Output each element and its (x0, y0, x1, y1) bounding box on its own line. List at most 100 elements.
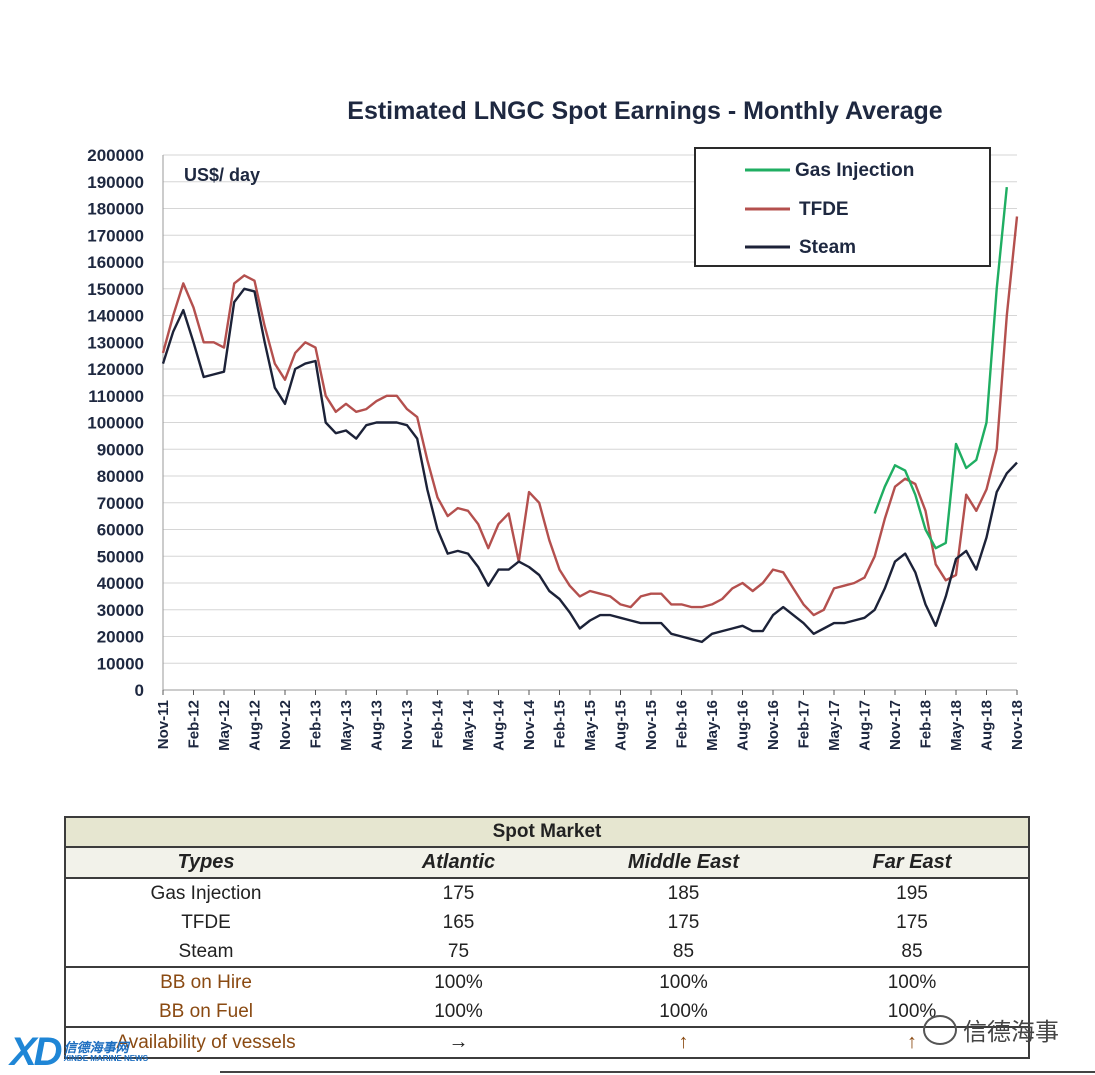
chart-gridlines (163, 154, 1017, 691)
y-tick-label: 150000 (87, 280, 144, 299)
y-tick-label: 200000 (87, 146, 144, 165)
y-tick-label: 130000 (87, 333, 144, 352)
y-tick-label: 190000 (87, 173, 144, 192)
legend-box (694, 147, 991, 267)
x-tick-label: Feb-17 (796, 700, 813, 748)
y-tick-label: 20000 (97, 628, 144, 647)
chart: Estimated LNGC Spot Earnings - Monthly A… (87, 97, 1026, 751)
watermark: 信德海事 (923, 1012, 1059, 1047)
x-tick-label: Aug-12 (247, 700, 264, 751)
legend-label-gas-injection: Gas Injection (795, 160, 914, 181)
chart-legend: Gas Injection TFDE Steam (694, 147, 991, 267)
cell-atlantic: 175 (442, 882, 475, 904)
x-tick-label: Aug-13 (369, 700, 386, 751)
table-row: BB on Hire 100% 100% 100% (66, 966, 1028, 997)
series-line-gas-injection (873, 186, 1008, 550)
x-axis: Nov-11 Feb-12 May-12 Aug-12 Nov-12 Feb-13 May-… (155, 689, 1026, 751)
table-header-row: Types Atlantic Middle East Far East (66, 848, 1028, 879)
row-label: Availability of vessels (116, 1031, 296, 1053)
cell-middle-east: 85 (672, 940, 695, 962)
y-tick-label: 10000 (97, 654, 144, 673)
y-tick-label: 170000 (87, 226, 144, 245)
brand-line2: XINDE MARINE NEWS (63, 1054, 149, 1064)
header-atlantic: Atlantic (421, 851, 496, 873)
arrow-up-icon: ↑ (907, 1031, 917, 1053)
watermark-text: 信德海事 (963, 1019, 1059, 1046)
unit-label: US$/ day (184, 165, 260, 185)
x-tick-label: Aug-18 (979, 700, 996, 751)
x-tick-label: Feb-13 (308, 700, 325, 748)
brand-logo: XD 信德海事网 XINDE MARINE NEWS (10, 1030, 148, 1075)
x-tick-label: Feb-12 (186, 700, 203, 748)
brand-line1: 信德海事网 (63, 1039, 129, 1055)
x-tick-label: May-18 (948, 700, 965, 751)
x-tick-label: Aug-16 (735, 700, 752, 751)
table-banner-label: Spot Market (492, 821, 602, 842)
chat-bubble-icon (923, 1014, 957, 1045)
table-row: TFDE 165 175 175 (66, 908, 1028, 937)
y-tick-label: 50000 (97, 547, 144, 566)
chart-title: Estimated LNGC Spot Earnings - Monthly A… (347, 97, 943, 125)
x-tick-label: Feb-16 (674, 700, 691, 748)
legend-label-steam: Steam (799, 237, 856, 258)
cell-far-east: 175 (896, 911, 928, 933)
x-tick-label: Nov-13 (399, 700, 416, 750)
cell-far-east: 195 (896, 882, 928, 904)
x-tick-label: May-12 (216, 700, 233, 751)
x-tick-label: Aug-14 (491, 699, 508, 750)
x-tick-label: Nov-14 (521, 699, 538, 750)
y-tick-label: 100000 (87, 414, 144, 433)
y-tick-label: 110000 (88, 387, 144, 406)
cell-far-east: 85 (901, 940, 923, 962)
series-line-tfde (161, 216, 1019, 617)
x-tick-label: Nov-17 (887, 700, 904, 750)
x-tick-label: Feb-14 (430, 699, 447, 748)
x-tick-label: Aug-15 (613, 700, 630, 751)
y-tick-label: 90000 (97, 440, 144, 459)
x-tick-label: May-14 (460, 699, 477, 751)
x-tick-label: Feb-18 (918, 700, 935, 748)
cell-middle-east: 175 (667, 911, 700, 933)
chart-series (161, 186, 1019, 644)
row-label: BB on Hire (160, 971, 252, 993)
y-tick-label: 60000 (97, 521, 144, 540)
table-row: Steam 75 85 85 (66, 937, 1028, 966)
cell-far-east: 100% (887, 971, 937, 993)
x-tick-label: Nov-16 (765, 700, 782, 750)
arrow-right-icon: → (448, 1031, 469, 1053)
table-row: Gas Injection 175 185 195 (66, 879, 1028, 908)
brand-mark: XD (10, 1030, 63, 1074)
row-label: BB on Fuel (159, 1000, 253, 1022)
cell-atlantic: 165 (442, 911, 475, 933)
cell-atlantic: 100% (434, 971, 483, 993)
arrow-up-icon: ↑ (678, 1031, 689, 1053)
table-banner: Spot Market (66, 818, 1028, 848)
y-tick-label: 180000 (87, 200, 144, 219)
cell-middle-east: 185 (667, 882, 700, 904)
row-label: Gas Injection (150, 882, 262, 904)
y-tick-label: 70000 (97, 494, 144, 513)
series-line-steam (161, 287, 1018, 644)
table-row: Availability of vessels → ↑ ↑ (66, 1026, 1028, 1057)
table-row: BB on Fuel 100% 100% 100% (66, 997, 1028, 1026)
x-tick-label: Nov-15 (643, 700, 660, 750)
y-tick-label: 120000 (87, 360, 144, 379)
x-tick-label: Aug-17 (857, 700, 874, 751)
header-middle-east: Middle East (627, 851, 740, 873)
spot-market-table: Spot Market Types Atlantic Middle East F… (64, 816, 1030, 1059)
y-tick-label: 140000 (87, 307, 144, 326)
x-tick-label: May-17 (826, 700, 843, 751)
row-label: TFDE (181, 911, 231, 933)
x-tick-label: Nov-18 (1009, 700, 1026, 750)
y-tick-label: 80000 (97, 467, 144, 486)
row-label: Steam (178, 940, 234, 962)
y-tick-label: 160000 (87, 253, 144, 272)
y-tick-label: 40000 (97, 574, 144, 593)
x-tick-label: Nov-12 (277, 700, 294, 750)
header-types: Types (177, 851, 235, 873)
cell-atlantic: 75 (447, 940, 470, 962)
x-tick-label: Feb-15 (552, 700, 569, 748)
cell-far-east: 100% (887, 1000, 937, 1022)
cell-atlantic: 100% (434, 1000, 483, 1022)
x-tick-label: May-13 (338, 700, 355, 751)
